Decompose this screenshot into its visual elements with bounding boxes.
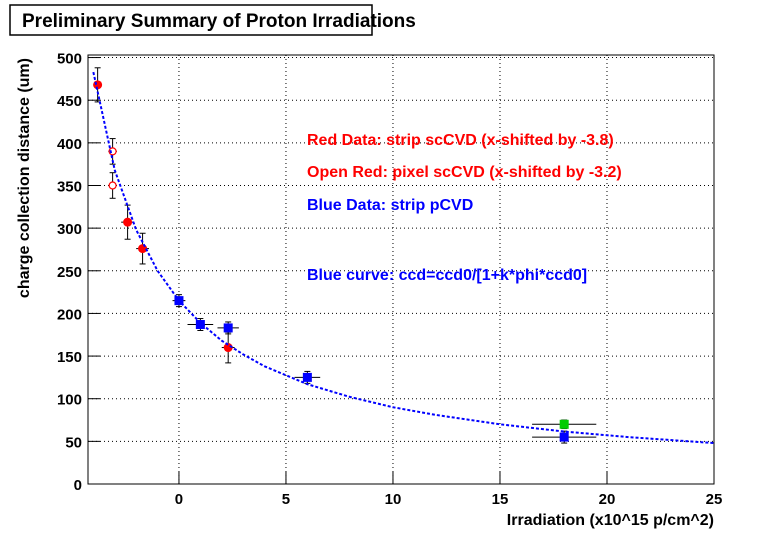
annotation: Red Data: strip scCVD (x-shifted by -3.8… [307, 132, 614, 149]
x-tick-label: 15 [492, 491, 509, 508]
data-point [108, 181, 117, 190]
y-tick-label: 100 [57, 392, 82, 409]
y-tick-label: 300 [57, 221, 82, 238]
y-tick-label: 0 [74, 477, 82, 494]
title-box [9, 4, 373, 36]
chart-title: Preliminary Summary of Proton Irradiatio… [22, 11, 416, 32]
y-tick-label: 50 [65, 434, 82, 451]
data-point [123, 217, 133, 227]
y-tick-label: 450 [57, 93, 82, 110]
y-tick-label: 200 [57, 306, 82, 323]
x-tick-label: 25 [706, 491, 723, 508]
x-axis-label: Irradiation (x10^15 p/cm^2) [507, 512, 714, 529]
y-axis-label: charge collection distance (um) [16, 58, 33, 298]
plot-frame [87, 54, 715, 485]
annotation: Blue Data: strip pCVD [307, 197, 473, 214]
y-tick-label: 150 [57, 349, 82, 366]
data-point [138, 244, 148, 254]
y-tick-label: 500 [57, 51, 82, 68]
x-tick-label: 5 [282, 491, 290, 508]
x-tick-label: 10 [385, 491, 402, 508]
data-point [559, 432, 569, 442]
y-tick-label: 350 [57, 178, 82, 195]
data-point [223, 323, 233, 333]
x-tick-label: 0 [175, 491, 183, 508]
y-tick-label: 250 [57, 264, 82, 281]
data-point [195, 320, 205, 330]
y-tick-label: 400 [57, 136, 82, 153]
annotation: Open Red: pixel scCVD (x-shifted by -3.2… [307, 164, 622, 181]
fit-curve [92, 71, 715, 445]
annotation: Blue curve: ccd=ccd0/[1+k*phi*ccd0] [307, 267, 587, 284]
data-point [559, 419, 569, 429]
x-tick-label: 20 [599, 491, 616, 508]
data-point [302, 372, 312, 382]
